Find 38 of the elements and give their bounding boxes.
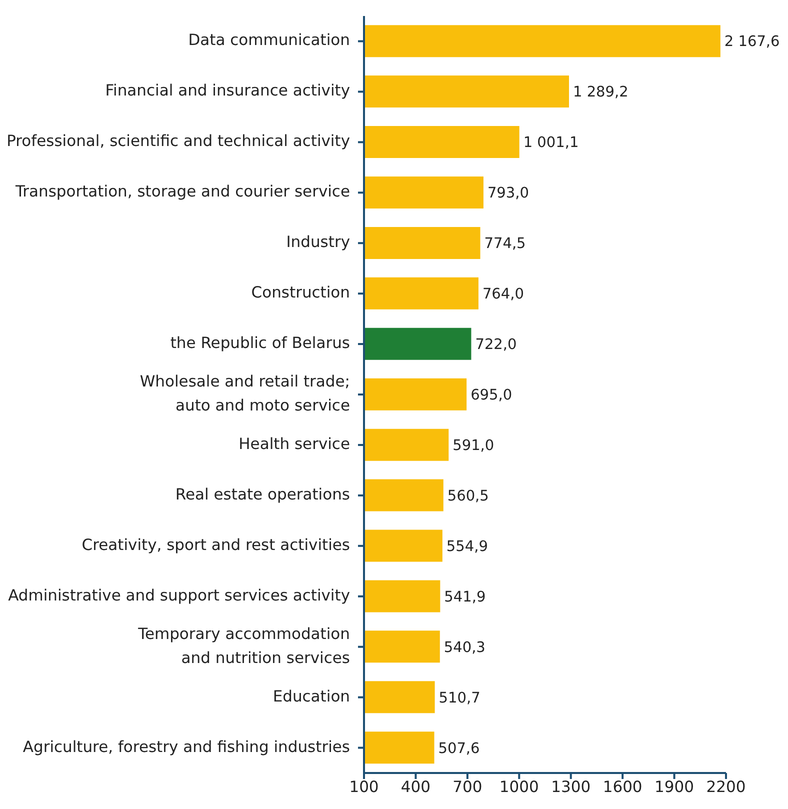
y-tick-label: Education: [272, 688, 350, 706]
x-tick-label: 100: [349, 778, 379, 796]
data-label: 591,0: [452, 438, 494, 454]
y-tick-label: the Republic of Belarus: [170, 334, 350, 352]
data-label: 2 167,6: [724, 34, 780, 50]
x-tick-label: 1600: [602, 778, 642, 796]
x-tick-label: 1000: [499, 778, 539, 796]
y-tick-label: Temporary accommodation and nutrition services: [137, 625, 350, 668]
y-tick-label: Creativity, sport and rest activities: [82, 536, 350, 554]
data-label: 1 289,2: [572, 84, 628, 101]
data-label: 560,5: [447, 488, 489, 504]
x-tick-label: 1300: [551, 778, 591, 796]
y-tick-label: Transportation, storage and courier service: [14, 182, 350, 201]
y-tick-label: Wholesale and retail trade; auto and moto service: [140, 372, 350, 415]
data-label: 554,9: [446, 538, 488, 555]
data-label: 540,3: [444, 640, 486, 656]
data-label: 1 001,1: [523, 135, 579, 152]
y-tick-label: Agriculture, forestry and fishing industries: [22, 738, 350, 756]
data-label: 722,0: [475, 337, 517, 354]
x-tick-label: 400: [400, 778, 431, 796]
y-tick-label: Data communication: [188, 31, 350, 50]
x-tick-label: 2200: [706, 778, 746, 796]
x-tick-label: 700: [452, 778, 482, 796]
data-label: 507,6: [438, 740, 480, 757]
data-label: 764,0: [482, 286, 524, 303]
data-label: 541,9: [444, 589, 486, 606]
y-tick-label: Administrative and support services activity: [8, 586, 350, 605]
y-tick-label: Industry: [286, 233, 350, 252]
data-label: 793,0: [487, 186, 529, 202]
data-label: 774,5: [484, 236, 526, 252]
y-tick-label: Construction: [251, 284, 350, 302]
data-label: 695,0: [470, 388, 512, 404]
y-tick-label: Health service: [238, 435, 350, 454]
y-tick-label: Real estate operations: [175, 486, 350, 504]
x-tick-label: 1900: [654, 778, 694, 796]
data-label: 510,7: [438, 690, 480, 706]
y-tick-label: Financial and insurance activity: [105, 82, 350, 100]
y-tick-label: Professional, scientific and technical activity: [6, 132, 350, 150]
